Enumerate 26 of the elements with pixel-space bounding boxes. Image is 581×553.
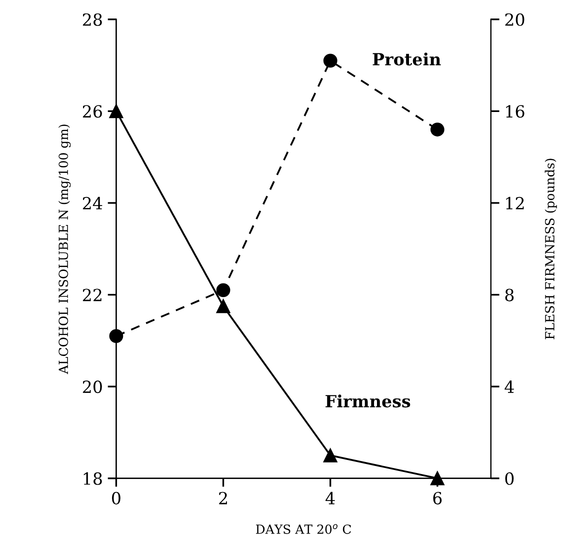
point [323,448,338,462]
x-tick-label: 4 [326,492,335,504]
y-tick-label: 26 [82,105,102,118]
y2-tick-label: 12 [506,196,524,210]
y2-tick-label: 20 [505,13,524,26]
point [216,283,230,298]
point [216,299,230,314]
y2-axis-title: FLESH FIRMNESS (pounds) [544,158,557,340]
x-tick-label: 2 [219,492,227,504]
point [430,122,444,136]
y-tick-label: 24 [82,196,102,210]
point [323,54,338,68]
y2-tick-label: 0 [505,472,514,485]
y-tick-label: 22 [82,288,102,302]
y-tick-label: 28 [82,13,102,26]
x-tick-label: 0 [112,492,120,504]
y-tick-label: 18 [84,472,102,485]
series-label: Firmness [326,394,410,408]
x-tick-label: 6 [433,492,442,504]
x-axis-title: DAYS AT 20$^{o}$ C [256,524,352,534]
y2-tick-label: 4 [504,380,514,393]
series-label: Protein [372,52,441,66]
y2-tick-label: 16 [506,105,524,118]
y-tick-label: 20 [82,380,102,394]
y2-tick-label: 8 [505,288,514,302]
y-axis-title: ALCOHOL INSOLUBLE N (mg/100 gm) [58,124,71,374]
